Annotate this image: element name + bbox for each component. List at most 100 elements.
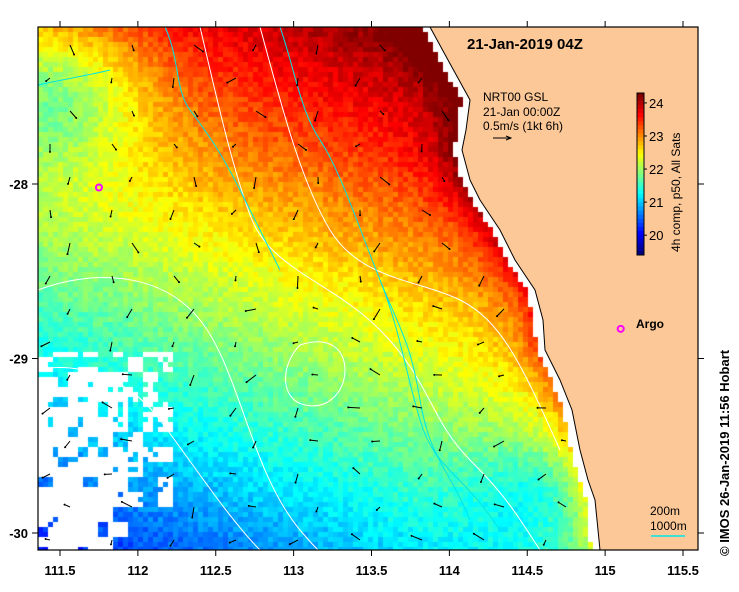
arrow-head: [44, 537, 47, 540]
arrow-head: [448, 247, 451, 250]
arrow-head: [351, 336, 354, 339]
arrow-head: [417, 477, 420, 480]
colorbar-segment: [637, 169, 644, 175]
colorbar-segment: [637, 97, 644, 102]
current-arrow: [439, 440, 443, 451]
current-arrow: [441, 110, 449, 121]
arrow-head: [292, 218, 295, 221]
coastline: [429, 26, 601, 551]
arrow-head: [75, 116, 78, 119]
arrow-head: [557, 501, 560, 504]
current-arrow: [296, 275, 299, 288]
current-arrow: [411, 535, 423, 541]
colorbar-label: 4h comp, p50, All Sats: [669, 133, 683, 252]
colorbar-segment: [637, 190, 644, 195]
arrow-head: [169, 217, 172, 220]
current-arrow: [186, 308, 195, 319]
colorbar-tick-label: 21: [649, 195, 663, 210]
arrow-head: [128, 179, 131, 182]
arrow-head: [252, 446, 255, 449]
current-arrow: [252, 440, 257, 448]
arrow-head: [196, 115, 199, 118]
current-arrow: [102, 401, 113, 409]
arrow-head: [191, 516, 194, 519]
arrow-head: [41, 476, 44, 479]
arrow-head: [253, 187, 256, 190]
current-arrow: [294, 407, 299, 417]
current-arrow: [45, 275, 51, 284]
arrow-head: [479, 480, 482, 483]
current-arrow: [67, 176, 71, 185]
colorbar-segment: [637, 137, 644, 142]
arrow-head: [410, 534, 413, 537]
y-tick-label: -28: [9, 177, 28, 192]
colorbar-tick-label: 23: [649, 129, 663, 144]
colorbar-segment: [637, 113, 644, 118]
current-arrow: [189, 374, 195, 386]
current-arrow: [355, 77, 361, 86]
argo-float-marker[interactable]: [616, 324, 625, 333]
current-arrow: [538, 473, 547, 480]
markers: [94, 183, 625, 333]
arrow-head: [195, 185, 198, 188]
colorbar-segment: [637, 214, 644, 219]
arrow-head: [230, 212, 233, 215]
arrow-head: [352, 467, 355, 470]
current-arrow: [295, 473, 299, 483]
colorbar-segment: [637, 174, 644, 179]
colorbar-segment: [637, 202, 644, 207]
colorbar-segment: [637, 206, 644, 211]
current-arrow: [110, 209, 113, 217]
current-arrow: [477, 341, 485, 346]
arrow-head: [354, 84, 357, 87]
arrow-head: [44, 282, 47, 285]
arrow-head: [292, 342, 295, 345]
arrow-head: [416, 339, 419, 342]
arrow-head: [109, 543, 112, 546]
arrow-head: [477, 343, 480, 346]
contour-lines: [37, 26, 561, 564]
arrow-head: [264, 116, 267, 119]
current-arrow: [434, 503, 443, 508]
current-arrow: [42, 407, 51, 415]
colorbar-tick-label: 24: [649, 96, 663, 111]
arrow-head: [314, 246, 317, 249]
vector-scale-arrow-icon: [493, 135, 513, 141]
colorbar-segment: [637, 161, 644, 167]
colorbar-segment: [637, 121, 644, 126]
current-arrow: [66, 242, 71, 255]
y-axis: -28 -29 -30: [9, 177, 704, 541]
current-arrow: [297, 143, 307, 151]
colorbar-segment: [637, 222, 644, 227]
arrow-head: [382, 113, 385, 116]
current-arrow: [69, 110, 77, 119]
colorbar-tick-label: 22: [649, 162, 663, 177]
argo-float-marker[interactable]: [94, 183, 103, 192]
contour-legend-1000m: 1000m: [650, 519, 687, 533]
current-arrow: [229, 407, 237, 417]
arrow-head: [429, 214, 432, 217]
current-arrow: [293, 209, 299, 220]
isobath-1000m: [279, 26, 471, 521]
current-arrow: [370, 368, 381, 376]
colorbar-segment: [637, 133, 644, 138]
arrow-head: [294, 481, 297, 484]
arrow-head: [537, 478, 540, 481]
current-arrow: [310, 439, 319, 442]
colorbar-segment: [637, 226, 644, 231]
arrow-head: [112, 281, 115, 284]
current-arrow: [172, 77, 175, 88]
arrow-head: [121, 373, 124, 376]
arrow-head: [40, 345, 43, 348]
arrow-head: [369, 368, 372, 371]
x-tick-label: 113: [283, 563, 304, 578]
arrow-head: [347, 406, 350, 409]
arrow-head: [496, 315, 499, 318]
vector-legend-line2: 21-Jan 00:00Z: [483, 105, 560, 119]
vector-legend-line3: 0.5m/s (1kt 6h): [483, 119, 563, 133]
colorbar-segment: [637, 238, 644, 244]
colorbar-segment: [637, 182, 644, 187]
colorbar-frame: [636, 92, 645, 256]
colorbar-segment: [637, 149, 644, 154]
argo-label: Argo: [636, 317, 664, 331]
